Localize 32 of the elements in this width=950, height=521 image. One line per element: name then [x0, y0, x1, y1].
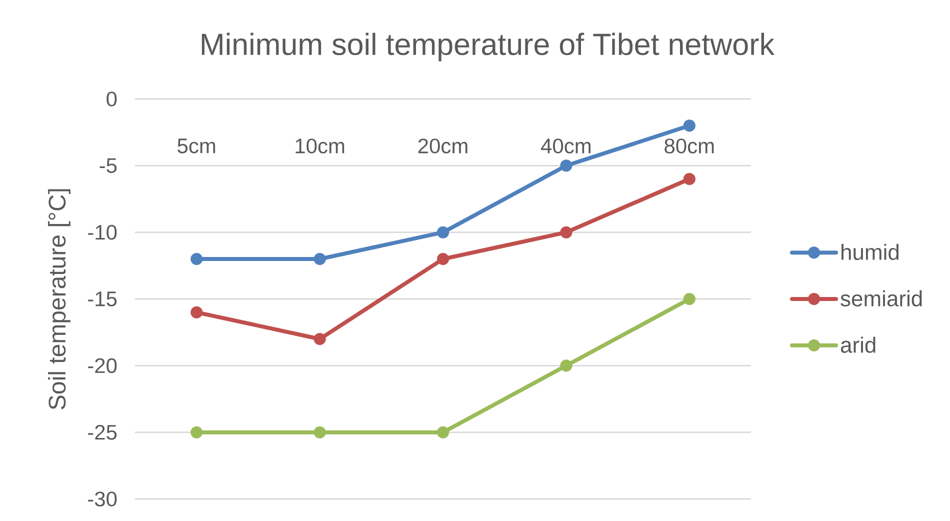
x-tick-label: 5cm	[178, 138, 216, 154]
point	[436, 226, 450, 238]
y-tick-label: -15	[88, 292, 117, 306]
point	[683, 292, 696, 306]
point	[560, 360, 572, 372]
y-tick-label: -10	[88, 224, 117, 240]
legend-label: arid	[840, 336, 876, 353]
point	[314, 426, 326, 438]
y-tick-label: -30	[88, 492, 117, 506]
point	[683, 172, 696, 186]
point	[190, 252, 203, 266]
y-tick-label: -20	[88, 358, 117, 374]
y-tick-label: 0	[106, 92, 117, 106]
legend-label: semiarid	[840, 290, 922, 306]
point	[560, 226, 572, 238]
x-tick-label: 10cm	[296, 138, 344, 154]
y-tick-label: -25	[88, 424, 117, 440]
point	[190, 306, 203, 318]
point	[314, 252, 326, 266]
point	[683, 120, 696, 132]
point	[314, 332, 326, 346]
legend-label: humid	[842, 244, 898, 260]
point	[560, 160, 572, 172]
point	[436, 426, 450, 438]
x-tick-label: 40cm	[541, 138, 590, 154]
x-tick-label: 80cm	[664, 138, 714, 154]
x-tick-label: 20cm	[418, 138, 468, 154]
chart-title: Minimum soil temperature of Tibet network	[202, 32, 775, 62]
y-axis-title: Soil temperature [°C]	[48, 189, 70, 410]
point	[436, 252, 450, 266]
y-tick-label: -5	[100, 158, 117, 173]
point	[190, 426, 203, 438]
